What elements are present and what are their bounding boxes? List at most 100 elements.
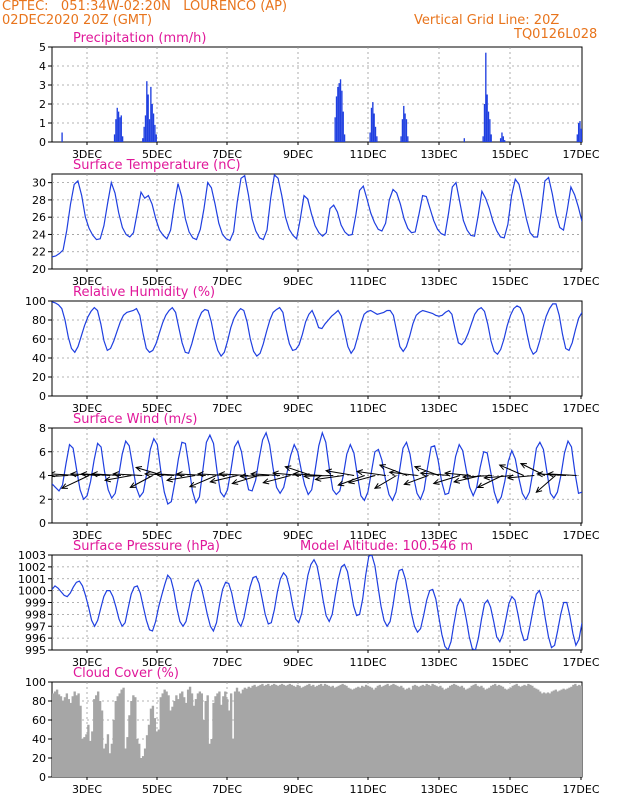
cloud-bar: [63, 697, 67, 777]
cloud-bar: [231, 739, 235, 777]
cloud-bar: [454, 684, 458, 777]
precip-bar: [370, 107, 373, 142]
x-tick-label: 11DEC: [349, 275, 386, 288]
cloud-bar: [140, 758, 143, 777]
cloud-bar: [542, 692, 546, 777]
wind-arrow-head: [80, 471, 88, 478]
precip-bar: [117, 111, 120, 142]
cloud-bar: [192, 705, 196, 777]
wind-arrow-shaft: [145, 473, 174, 476]
precip-bar: [490, 134, 492, 142]
cloud-bar: [407, 687, 411, 777]
cloud-bar: [286, 684, 290, 777]
x-tick-label: 7DEC: [212, 148, 242, 161]
y-tick-label: 60: [32, 333, 46, 346]
y-tick-label: 2: [39, 98, 46, 111]
wind-arrow-head: [196, 471, 204, 478]
cloud-bar: [558, 690, 561, 777]
cloud-bar: [202, 720, 205, 777]
cloud-bar: [497, 684, 501, 777]
y-tick-label: 20: [32, 263, 46, 276]
wind-arrow-head: [284, 465, 292, 472]
precip-bar: [155, 134, 157, 142]
y-tick-label: 28: [32, 194, 46, 207]
cloud-bar: [421, 684, 424, 777]
cloud-bar: [574, 683, 577, 777]
wind-arrow: [519, 462, 546, 476]
cloud-bar: [136, 739, 139, 777]
cloud-bar: [274, 684, 278, 777]
cloud-bar: [443, 689, 446, 777]
wind-arrow-head: [498, 464, 506, 470]
wind-arrow-head: [262, 478, 270, 485]
cloud-bar: [390, 684, 393, 777]
wind-arrow-head: [90, 471, 98, 478]
cloud-bar: [384, 684, 387, 777]
cloud-bar: [319, 683, 323, 777]
wind-arrow-head: [209, 477, 217, 484]
cloud-bar: [544, 693, 548, 777]
cloud-bar: [85, 734, 88, 777]
cloud-bar: [165, 691, 168, 777]
cloud-bar: [241, 689, 245, 777]
wind-arrow-shaft: [477, 475, 503, 488]
cloud-bar: [177, 699, 180, 777]
cloud-bar: [511, 685, 514, 777]
precip-bar: [489, 119, 491, 142]
cloud-bar: [145, 735, 149, 777]
wind-arrow-shaft: [433, 475, 461, 484]
cloud-bar: [130, 701, 133, 777]
cloud-bar: [128, 715, 131, 777]
precip-bar: [401, 119, 404, 142]
cloud-bar: [181, 691, 184, 777]
y-tick-label: 996: [25, 632, 46, 645]
header-code: TQ0126L028: [514, 27, 598, 42]
cloud-bar: [368, 686, 372, 777]
y-tick-label: 80: [32, 314, 46, 327]
wind-arrow-head: [443, 470, 451, 477]
data-layer: [52, 683, 582, 777]
y-tick-label: 20: [32, 371, 46, 384]
wind-arrow-shaft: [357, 471, 386, 476]
y-tick-label: 20: [32, 752, 46, 765]
cloud-bar: [216, 693, 219, 777]
cloud-bar: [413, 684, 417, 777]
x-tick-label: 17DEC: [562, 656, 599, 669]
x-tick-label: 7DEC: [212, 656, 242, 669]
panel-title: Relative Humidity (%): [73, 285, 215, 300]
x-tick-label: 3DEC: [72, 529, 102, 542]
wind-arrow: [546, 471, 577, 478]
cloud-bar: [529, 684, 532, 777]
precip-bar: [485, 52, 487, 142]
precip-bar: [142, 138, 144, 142]
wind-arrow: [60, 475, 90, 489]
wind-arrow-head: [355, 469, 363, 476]
cloud-bar: [370, 687, 374, 777]
wind-arrow: [80, 471, 111, 478]
cloud-bar: [517, 685, 520, 777]
cloud-bar: [306, 684, 309, 777]
precip-bar: [144, 115, 147, 142]
cloud-bar: [118, 693, 121, 777]
wind-arrow-head: [103, 476, 112, 483]
x-tick-label: 13DEC: [420, 148, 457, 161]
wind-arrow-shaft: [105, 475, 132, 481]
y-tick-label: 60: [32, 714, 46, 727]
precip-bar: [463, 138, 465, 142]
cloud-bar: [292, 685, 295, 777]
cloud-bar: [204, 701, 207, 777]
cloud-bar: [220, 704, 223, 777]
cloud-bar: [100, 710, 104, 777]
y-tick-label: 4: [39, 60, 46, 73]
wind-arrow: [262, 475, 291, 485]
cloud-bar: [190, 693, 194, 777]
cloud-bar: [347, 687, 350, 777]
cloud-bar: [104, 743, 108, 777]
data-layer: [61, 52, 582, 142]
y-tick-label: 1001: [18, 573, 46, 586]
x-tick-label: 17DEC: [562, 402, 599, 415]
wind-arrow: [284, 465, 312, 476]
wind-arrow-head: [403, 479, 411, 486]
cloud-bar: [449, 685, 452, 777]
